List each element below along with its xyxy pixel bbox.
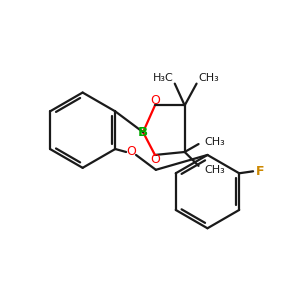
Text: B: B bbox=[138, 126, 148, 139]
Text: CH₃: CH₃ bbox=[204, 137, 225, 147]
Text: O: O bbox=[126, 146, 136, 158]
Text: F: F bbox=[256, 165, 264, 178]
Text: O: O bbox=[150, 153, 160, 167]
Text: H₃C: H₃C bbox=[152, 73, 173, 83]
Text: CH₃: CH₃ bbox=[204, 165, 225, 175]
Text: CH₃: CH₃ bbox=[198, 73, 219, 83]
Text: O: O bbox=[150, 94, 160, 107]
